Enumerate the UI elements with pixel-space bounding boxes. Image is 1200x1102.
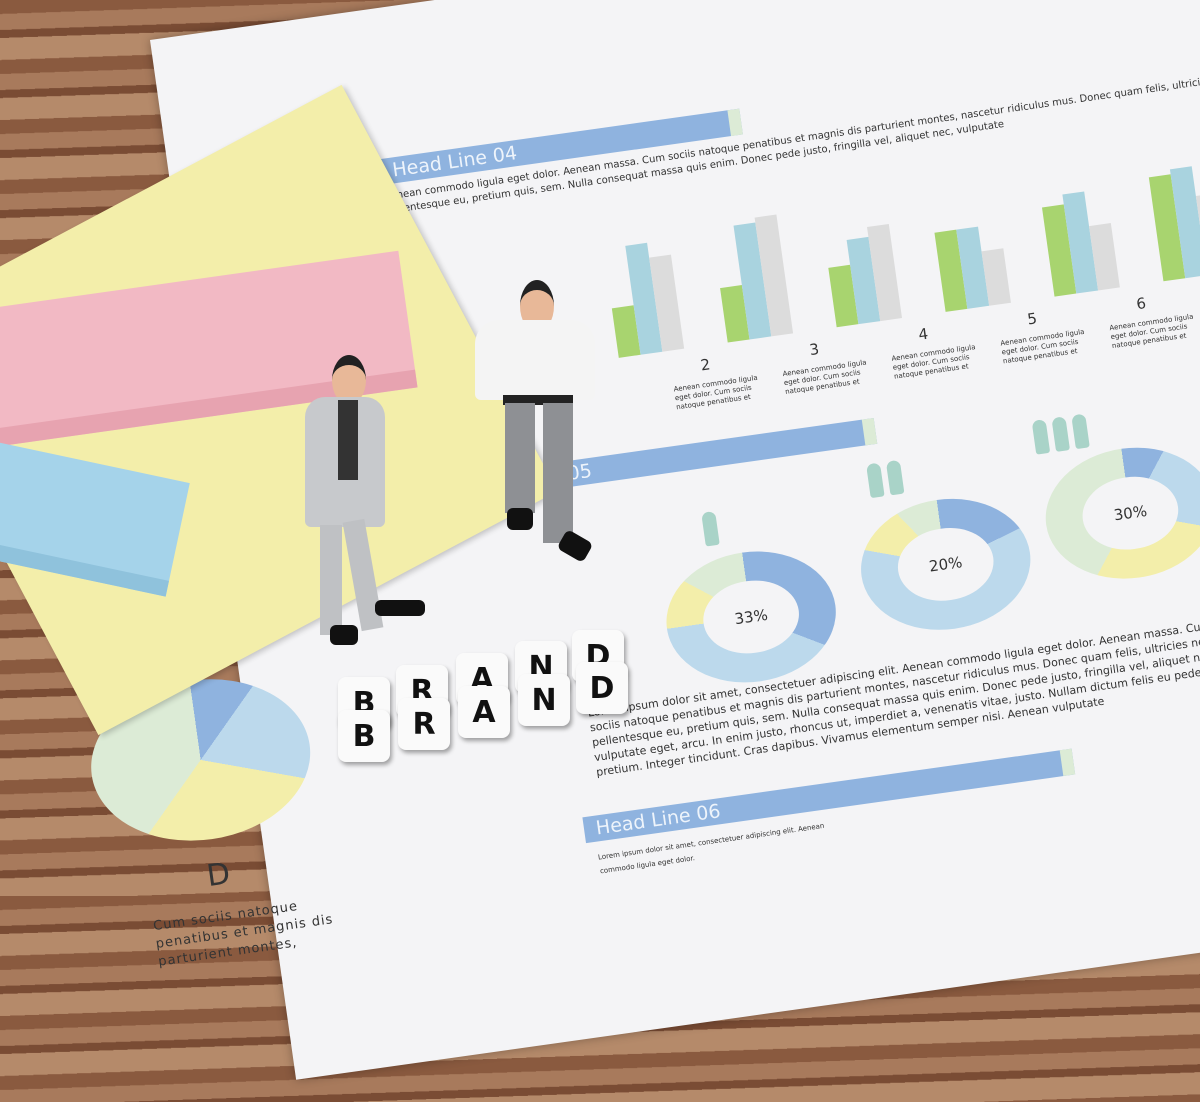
bar-group-number: 2 — [699, 355, 712, 375]
person-icon — [866, 462, 885, 499]
bar-group-number: 4 — [917, 324, 930, 344]
donut-chart-30: 30% — [1037, 436, 1200, 590]
pie-caption: Cum sociis natoque penatibus et magnis d… — [152, 898, 335, 970]
donut-label: 33% — [698, 574, 804, 660]
person-icon — [1051, 416, 1071, 452]
bar-caption: Aenean commodo ligula eget dolor. Cum so… — [673, 373, 759, 412]
businessman-figurine-shirt — [465, 280, 605, 570]
person-icon — [1031, 419, 1051, 455]
donut-label: 20% — [893, 521, 998, 608]
bar-caption: Aenean commodo ligula eget dolor. Cum so… — [782, 358, 868, 396]
bar-caption: Aenean commodo ligula eget dolor. Cum so… — [891, 343, 977, 381]
letter-block: N — [518, 674, 570, 726]
bar-caption: Aenean commodo ligula eget dolor. Cum so… — [1108, 312, 1194, 351]
bar-group-number: 6 — [1135, 294, 1148, 314]
donut-chart-20: 20% — [852, 488, 1039, 641]
donut-chart-33: 33% — [657, 540, 845, 694]
person-icon — [701, 510, 720, 547]
bar-caption: Aenean commodo ligula eget dolor. Cum so… — [999, 327, 1085, 366]
donut-label: 30% — [1078, 470, 1183, 556]
pie-letter: D — [204, 856, 233, 895]
letter-block: B — [338, 710, 390, 762]
letter-block: R — [398, 698, 450, 750]
person-icon — [885, 459, 905, 496]
bar-group-number: 5 — [1026, 309, 1039, 329]
bar-group-number: 3 — [808, 339, 821, 360]
businessman-figurine-suit — [290, 355, 425, 655]
letter-block: A — [458, 686, 510, 738]
letter-block: D — [576, 662, 628, 714]
person-icon — [1071, 413, 1090, 450]
